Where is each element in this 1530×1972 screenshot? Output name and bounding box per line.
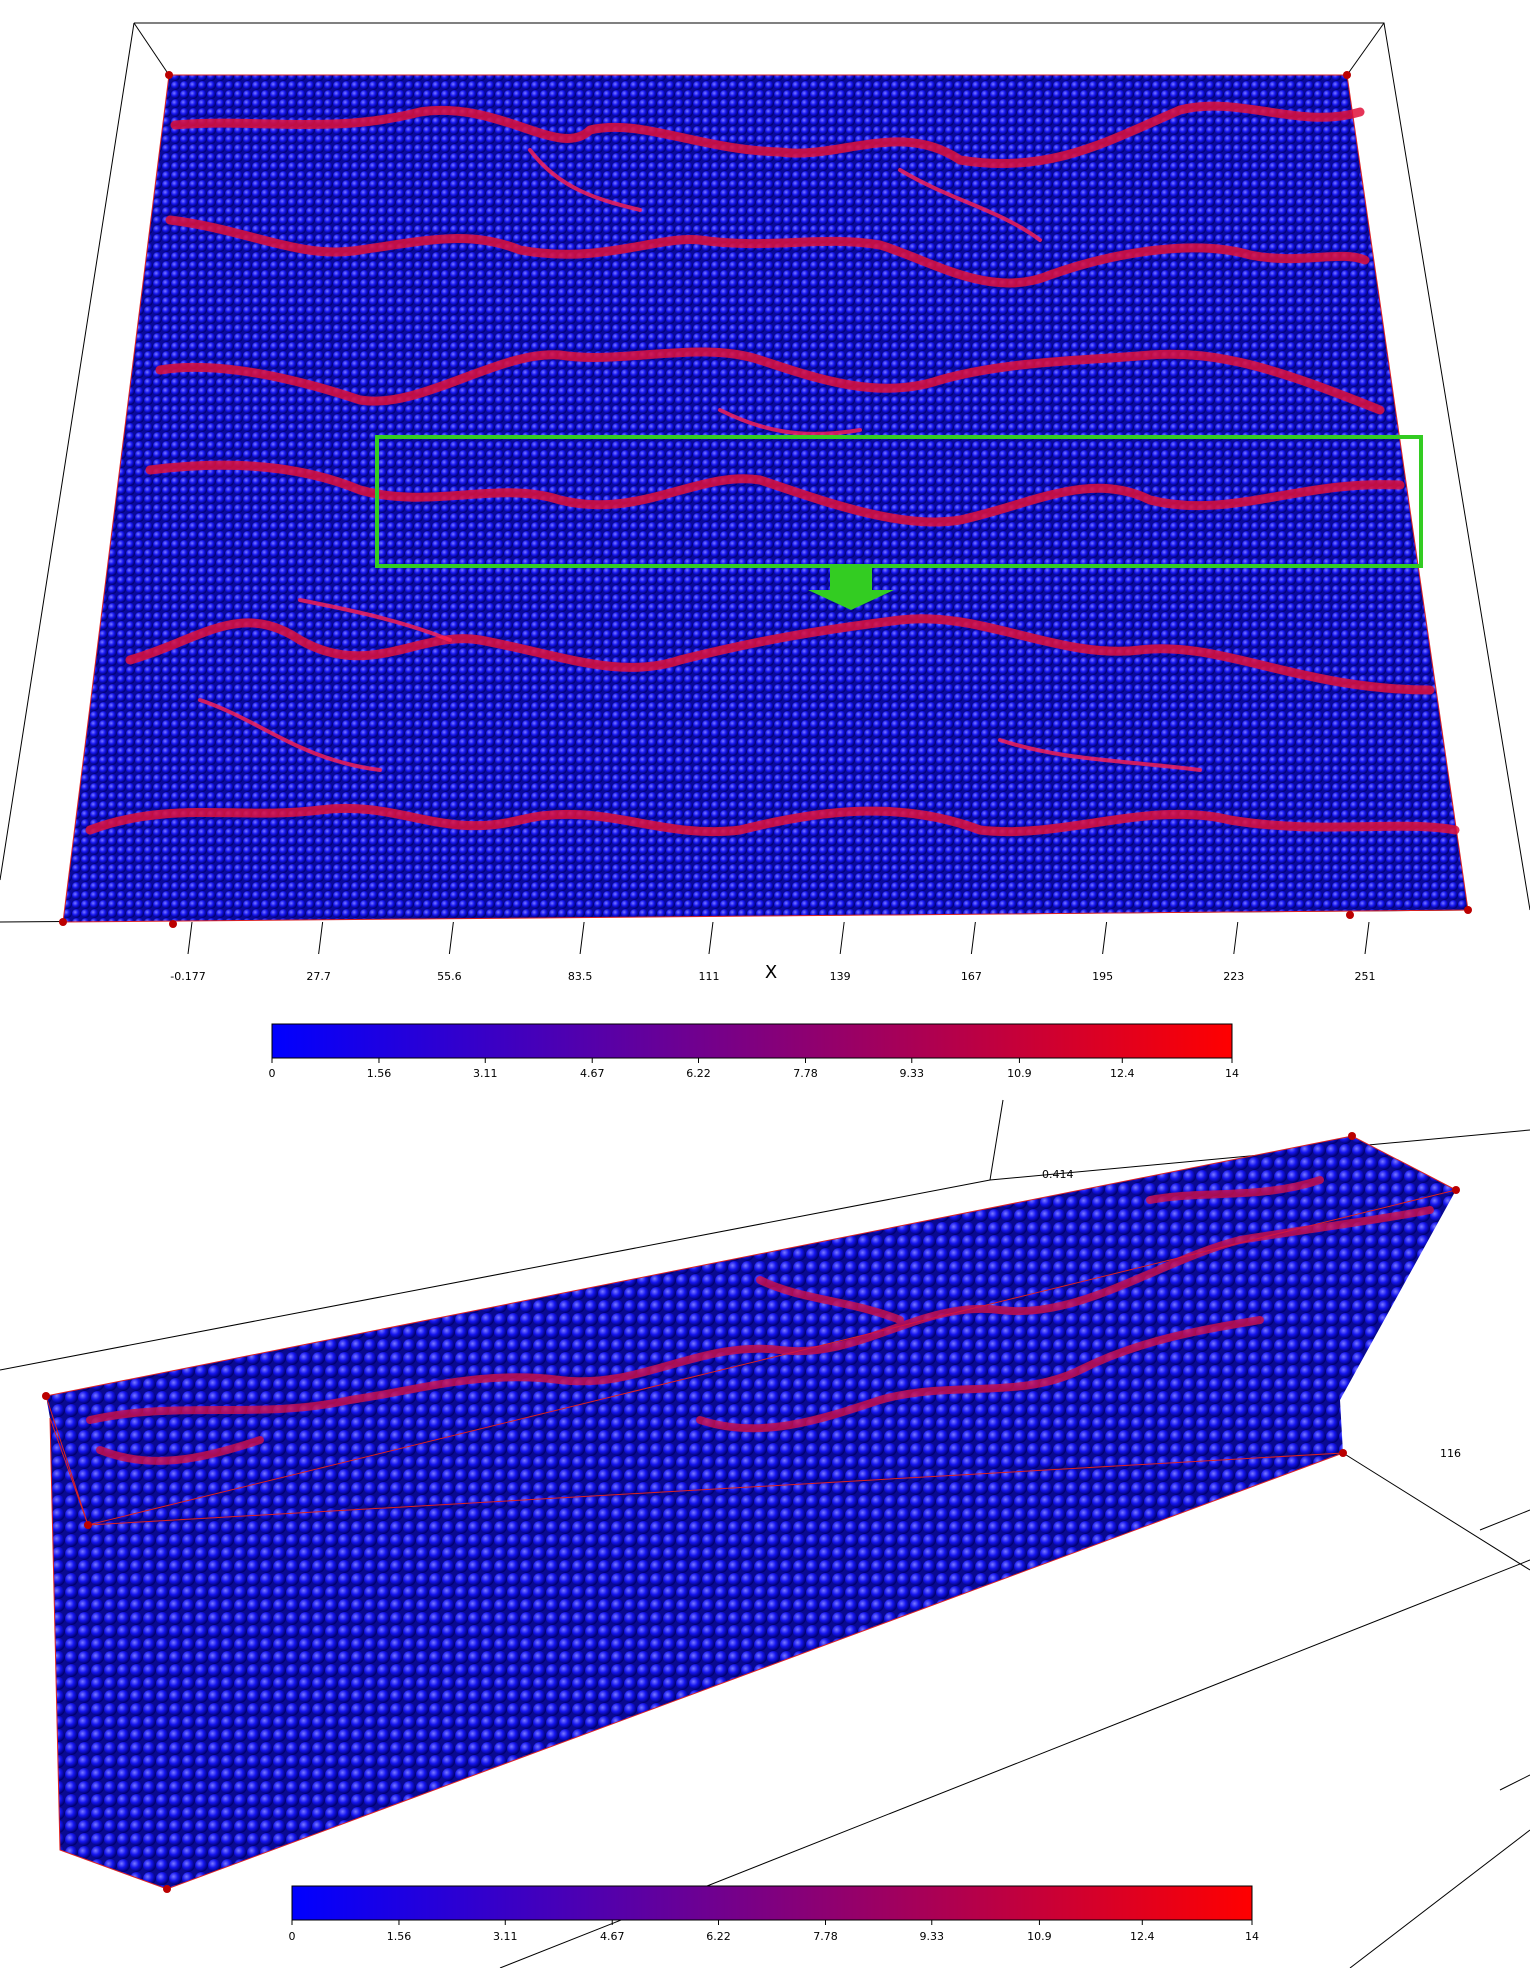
x-tick-label: 83.5 — [568, 970, 593, 983]
x-axis: X — [765, 962, 777, 983]
x-tick-label: 55.6 — [437, 970, 462, 983]
x-tick-label: 223 — [1223, 970, 1244, 983]
defect-bands-thin — [198, 148, 1202, 772]
colorbar-tick-label: 14 — [1245, 1930, 1259, 1943]
x-tick — [839, 921, 845, 955]
colorbar — [271, 1023, 1233, 1059]
x-tick — [708, 921, 714, 955]
x-tick — [970, 921, 976, 955]
x-tick — [1233, 921, 1239, 955]
colorbar-tick-label: 1.56 — [367, 1067, 392, 1080]
x-tick-label: 195 — [1092, 970, 1113, 983]
colorbar — [291, 1885, 1253, 1921]
colorbar-tick-label: 10.9 — [1007, 1067, 1032, 1080]
x-tick-label: -0.177 — [170, 970, 205, 983]
colorbar-tick-label: 4.67 — [580, 1067, 605, 1080]
x-tick — [1364, 921, 1370, 955]
x-tick-label: 111 — [698, 970, 719, 983]
axis-label: 0.414 — [1042, 1168, 1074, 1181]
colorbar-tick-label: 0 — [269, 1067, 276, 1080]
colorbar-tick-label: 7.78 — [813, 1930, 838, 1943]
colorbar-tick-label: 6.22 — [706, 1930, 731, 1943]
corner-markers — [59, 71, 1472, 928]
colorbar-tick-label: 0 — [289, 1930, 296, 1943]
side-corner-markers — [42, 1132, 1460, 1893]
side-defects — [86, 1176, 1434, 1465]
x-tick — [1102, 921, 1108, 955]
colorbar-tick-label: 1.56 — [387, 1930, 412, 1943]
colorbar-tick-label: 9.33 — [920, 1930, 945, 1943]
colorbar-tick-label: 3.11 — [493, 1930, 518, 1943]
x-tick-label: 139 — [830, 970, 851, 983]
defect-bands — [85, 101, 1460, 837]
x-tick-label: 27.7 — [306, 970, 331, 983]
colorbar-tick-label: 14 — [1225, 1067, 1239, 1080]
x-tick — [318, 921, 324, 955]
x-tick-label: 251 — [1355, 970, 1376, 983]
x-axis-label: X — [765, 962, 777, 983]
axis-label: 116 — [1440, 1447, 1461, 1460]
x-tick-label: 167 — [961, 970, 982, 983]
x-tick — [187, 921, 193, 955]
x-tick — [579, 921, 585, 955]
colorbar-tick-label: 3.11 — [473, 1067, 498, 1080]
selection-box — [375, 435, 1423, 568]
colorbar-tick-label: 9.33 — [900, 1067, 925, 1080]
colorbar-tick-label: 4.67 — [600, 1930, 625, 1943]
atom-block-side — [49, 1417, 1344, 1890]
colorbar-tick-label: 12.4 — [1110, 1067, 1135, 1080]
down-arrow — [808, 567, 894, 610]
colorbar-tick-label: 6.22 — [686, 1067, 711, 1080]
colorbar-tick-label: 10.9 — [1027, 1930, 1052, 1943]
colorbar-tick-label: 7.78 — [793, 1067, 818, 1080]
colorbar-tick-label: 12.4 — [1130, 1930, 1155, 1943]
x-tick — [448, 921, 454, 955]
